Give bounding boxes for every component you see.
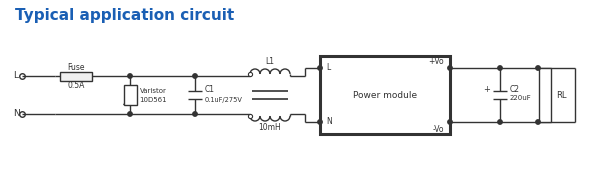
- Circle shape: [318, 120, 322, 124]
- Circle shape: [318, 66, 322, 70]
- Text: Power module: Power module: [353, 91, 417, 100]
- Circle shape: [498, 66, 502, 70]
- Text: N: N: [326, 118, 332, 126]
- Text: 0.1uF/275V: 0.1uF/275V: [205, 97, 243, 103]
- Bar: [320, 56, 450, 134]
- Text: -Vo: -Vo: [433, 124, 444, 134]
- Bar: [124, 85, 137, 105]
- Text: 0.5A: 0.5A: [67, 81, 85, 89]
- Circle shape: [498, 120, 502, 124]
- Text: RL: RL: [556, 91, 566, 100]
- Text: C2: C2: [510, 84, 520, 94]
- Circle shape: [448, 120, 452, 124]
- Text: L1: L1: [265, 57, 275, 67]
- Circle shape: [536, 120, 540, 124]
- Text: N: N: [13, 110, 19, 118]
- Circle shape: [128, 112, 132, 116]
- Circle shape: [128, 74, 132, 78]
- Text: 10D561: 10D561: [139, 97, 167, 103]
- Circle shape: [193, 74, 197, 78]
- Circle shape: [193, 112, 197, 116]
- Text: Typical application circuit: Typical application circuit: [15, 8, 234, 23]
- Text: +: +: [483, 86, 490, 94]
- Text: L: L: [326, 63, 330, 73]
- Text: Fuse: Fuse: [67, 63, 85, 73]
- Text: 220uF: 220uF: [510, 95, 532, 101]
- Circle shape: [536, 66, 540, 70]
- Text: 10mH: 10mH: [259, 123, 281, 132]
- Text: C1: C1: [205, 84, 215, 94]
- Bar: [60, 71, 92, 81]
- Text: L: L: [14, 71, 19, 81]
- Text: +Vo: +Vo: [428, 57, 444, 65]
- Text: Varistor: Varistor: [139, 88, 166, 94]
- Circle shape: [448, 66, 452, 70]
- Bar: [539, 68, 551, 122]
